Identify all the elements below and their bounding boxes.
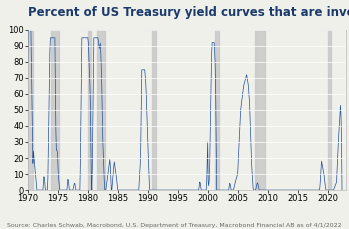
Bar (51, 30, 59, 190)
Text: Source: Charles Schwab, Macrobond, U.S. Department of Treasury, Macrobond Financ: Source: Charles Schwab, Macrobond, U.S. … (7, 223, 342, 228)
Bar (27, 30, 33, 190)
Text: Percent of US Treasury yield curves that are inverted: Percent of US Treasury yield curves that… (28, 5, 349, 19)
Bar (152, 30, 156, 190)
Bar (97, 30, 105, 190)
Bar (215, 30, 219, 190)
Bar (328, 30, 331, 190)
Bar (255, 30, 265, 190)
Bar (88, 30, 91, 190)
